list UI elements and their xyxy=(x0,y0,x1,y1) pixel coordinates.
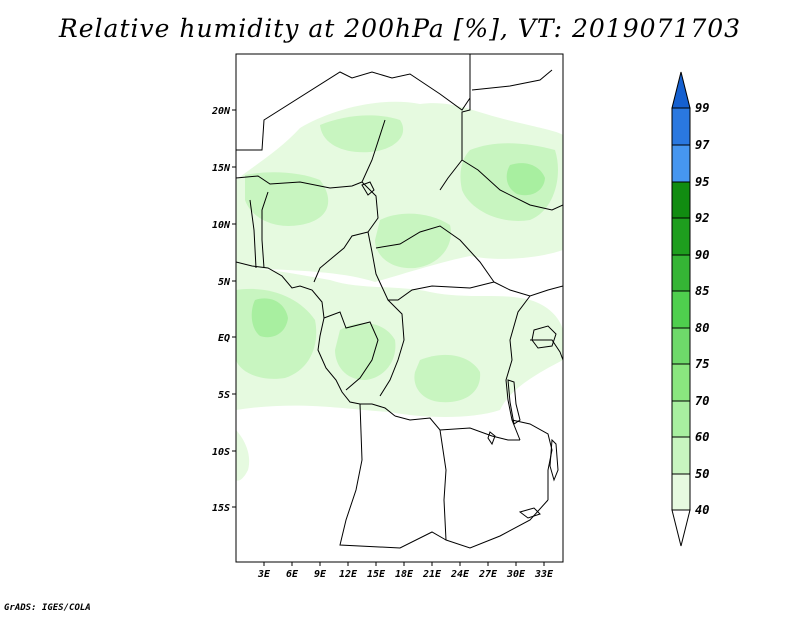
humidity-patch-west xyxy=(251,298,288,338)
lake-victoria xyxy=(531,325,557,349)
humidity-area-central xyxy=(236,268,563,417)
border-tanzania xyxy=(511,419,553,500)
humidity-patch-east xyxy=(506,163,545,196)
x-tick-24E: 24E xyxy=(450,569,470,580)
colorbar-label-70: 70 xyxy=(695,394,709,408)
humidity-patch-center xyxy=(375,213,451,269)
grads-credit: GrADS: IGES/COLA xyxy=(4,603,91,613)
humidity-patch-congo xyxy=(335,323,396,380)
colorbar-label-75: 75 xyxy=(695,357,709,371)
y-tick-15S: 15S xyxy=(212,503,230,514)
border-drc-south xyxy=(394,415,520,441)
border-sudan-south xyxy=(461,159,563,211)
colorbar-label-97: 97 xyxy=(695,138,710,152)
colorbar-segment-95-97 xyxy=(671,144,691,183)
colorbar-segment-80-85 xyxy=(671,290,691,329)
colorbar-label-50: 50 xyxy=(695,467,709,481)
colorbar-label-40: 40 xyxy=(695,503,709,517)
y-tick-5S: 5S xyxy=(218,390,230,401)
border-north-2 xyxy=(439,54,471,191)
colorbar-segment-85-90 xyxy=(671,254,691,292)
x-tick-33E: 33E xyxy=(534,569,554,580)
border-angola xyxy=(339,403,447,549)
colorbar-segment-90-92 xyxy=(671,217,691,256)
lake-kariba xyxy=(518,507,541,519)
humidity-patch-north xyxy=(320,115,404,153)
lake-tanganyika xyxy=(507,379,521,425)
x-tick-12E: 12E xyxy=(339,569,358,580)
colorbar xyxy=(671,71,691,547)
colorbar-label-90: 90 xyxy=(695,248,709,262)
border-south-sudan xyxy=(493,281,563,297)
colorbar-label-60: 60 xyxy=(695,430,709,444)
x-tick-9E: 9E xyxy=(314,569,327,580)
humidity-patch-nw xyxy=(245,172,329,226)
colorbar-segment-50-60 xyxy=(671,436,691,475)
border-chad-car xyxy=(367,231,495,301)
border-zambia xyxy=(439,429,549,549)
border-car-north xyxy=(375,225,495,283)
border-east-africa xyxy=(530,339,563,361)
x-tick-27E: 27E xyxy=(478,569,498,580)
y-tick-20N: 20N xyxy=(211,106,231,117)
x-tick-3E: 3E xyxy=(257,569,271,580)
colorbar-top-triangle xyxy=(671,71,691,109)
border-niger-nigeria xyxy=(236,175,363,189)
x-tick-21E: 21E xyxy=(422,569,442,580)
humidity-shading xyxy=(236,101,563,481)
border-north-1 xyxy=(236,71,471,151)
colorbar-label-85: 85 xyxy=(695,284,709,298)
y-axis-labels: 20N 15N 10N 5N EQ 5S 10S 15S xyxy=(211,106,231,514)
colorbar-segment-92-95 xyxy=(671,181,691,219)
colorbar-segment-75-80 xyxy=(671,327,691,365)
colorbar-segment-60-70 xyxy=(671,400,691,438)
lake-chad xyxy=(361,181,375,196)
colorbar-label-95: 95 xyxy=(695,175,709,189)
x-tick-15E: 15E xyxy=(367,569,386,580)
border-drc-north xyxy=(379,299,405,397)
border-togo xyxy=(249,199,257,269)
colorbar-segment-97-99 xyxy=(671,107,691,146)
y-tick-EQ: EQ xyxy=(218,333,230,344)
colorbar-label-80: 80 xyxy=(695,321,709,335)
y-tick-15N: 15N xyxy=(212,163,231,174)
colorbar-label-92: 92 xyxy=(695,211,709,225)
border-drc-east xyxy=(505,295,531,441)
y-tick-10N: 10N xyxy=(212,220,231,231)
border-benin xyxy=(261,191,269,269)
coastline-northeast xyxy=(471,69,553,91)
lake-malawi xyxy=(549,438,559,482)
colorbar-bottom-triangle xyxy=(671,509,691,547)
humidity-patch-se xyxy=(414,354,481,403)
map-frame xyxy=(235,53,564,563)
x-tick-30E: 30E xyxy=(506,569,526,580)
lake-mweru xyxy=(487,431,496,446)
lakes xyxy=(361,181,559,519)
country-borders xyxy=(236,54,563,549)
colorbar-label-99: 99 xyxy=(695,101,709,115)
y-tick-5N: 5N xyxy=(218,277,231,288)
x-axis-labels: 3E 6E 9E 12E 15E 18E 21E 24E 27E 30E 33E xyxy=(257,569,554,580)
colorbar-labels: 99 97 95 92 90 85 80 75 70 60 50 40 xyxy=(695,101,710,517)
humidity-patch-sw xyxy=(236,430,250,481)
border-nigeria-cameroon xyxy=(313,231,369,283)
x-tick-6E: 6E xyxy=(286,569,299,580)
colorbar-segment-40-50 xyxy=(671,473,691,511)
chart-title: Relative humidity at 200hPa [%], VT: 201… xyxy=(58,14,742,43)
y-tick-10S: 10S xyxy=(212,447,230,458)
colorbar-segment-70-75 xyxy=(671,363,691,402)
axis-ticks xyxy=(232,109,545,566)
border-chad-west xyxy=(361,119,386,233)
x-tick-18E: 18E xyxy=(395,569,414,580)
border-gabon-congo xyxy=(323,311,379,391)
